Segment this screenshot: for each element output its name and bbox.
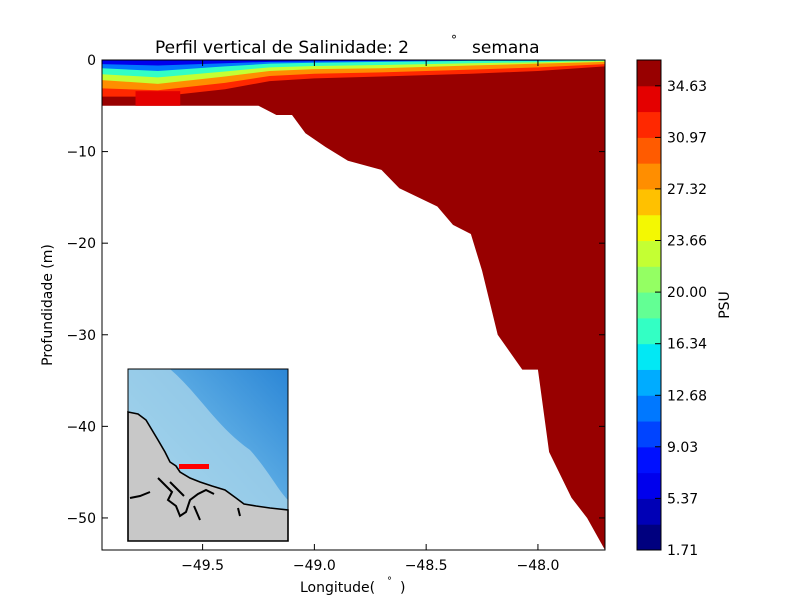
colorbar-frame <box>636 59 662 551</box>
colorbar-level <box>637 137 661 164</box>
colorbar-level <box>637 85 661 113</box>
y-tick-label: −50 <box>66 511 96 527</box>
colorbar-tick-label: 5.37 <box>667 491 698 507</box>
x-axis: −49.5 −49.0 −48.5 −48.0 <box>181 60 559 574</box>
colorbar-level <box>637 421 661 448</box>
y-tick-label: −40 <box>66 419 96 435</box>
x-axis-label-degree: ° <box>387 576 392 587</box>
x-tick-label: −49.5 <box>181 558 224 574</box>
colorbar <box>637 60 661 551</box>
x-tick-label: −48.0 <box>516 558 559 574</box>
salinity-field-saline-body <box>102 60 605 550</box>
title-degree: ° <box>451 33 457 47</box>
x-axis-label: Longitude( ° ) <box>300 576 405 596</box>
chart-title: Perfil vertical de Salinidade: 2 ° seman… <box>155 33 540 58</box>
colorbar-level <box>637 472 661 499</box>
colorbar-level <box>637 60 661 87</box>
y-axis: 0 −10 −20 −30 −40 −50 <box>66 53 605 527</box>
inset-location-map <box>127 368 289 542</box>
colorbar-level <box>637 163 661 190</box>
colorbar-tick-label: 27.32 <box>667 182 707 198</box>
colorbar-level <box>637 446 661 474</box>
saline-core-patch <box>135 91 181 106</box>
inset-rivers <box>129 477 241 521</box>
colorbar-level <box>637 369 661 396</box>
colorbar-level <box>637 524 661 551</box>
inset-section-marker <box>179 464 209 469</box>
y-tick-label: −20 <box>66 236 96 252</box>
colorbar-tick-label: 34.63 <box>667 79 707 95</box>
x-tick-label: −49.0 <box>293 558 336 574</box>
inset-land <box>127 411 289 542</box>
colorbar-level <box>637 111 661 138</box>
colorbar-tick-label: 9.03 <box>667 440 698 456</box>
plot-frame <box>101 59 606 551</box>
colorbar-level <box>637 343 661 370</box>
x-axis-label-main: Longitude( <box>300 580 375 596</box>
surface-band-fresh <box>102 60 605 66</box>
colorbar-axis: 1.71 5.37 9.03 12.68 16.34 20.00 23.66 27.32 30.… <box>655 79 707 559</box>
colorbar-tick-label: 16.34 <box>667 337 707 353</box>
colorbar-level <box>637 266 661 293</box>
colorbar-tick-label: 12.68 <box>667 388 707 404</box>
y-axis-label: Profundidade (m) <box>40 244 56 366</box>
colorbar-label: PSU <box>717 291 733 319</box>
y-tick-label: 0 <box>87 53 96 69</box>
colorbar-level <box>637 317 661 345</box>
colorbar-tick-label: 30.97 <box>667 130 707 146</box>
y-tick-label: −10 <box>66 145 96 161</box>
inset-frame <box>127 368 289 542</box>
colorbar-tick-label: 1.71 <box>667 543 698 559</box>
colorbar-level <box>637 214 661 242</box>
x-axis-label-close: ) <box>400 580 405 596</box>
title-main: Perfil vertical de Salinidade: 2 <box>155 38 409 58</box>
colorbar-tick-label: 23.66 <box>667 233 707 249</box>
colorbar-level <box>637 395 661 422</box>
x-tick-label: −48.5 <box>405 558 448 574</box>
colorbar-level <box>637 188 661 216</box>
colorbar-level <box>637 240 661 267</box>
title-tail: semana <box>472 38 540 58</box>
plot-area <box>102 60 605 550</box>
colorbar-tick-label: 20.00 <box>667 285 707 301</box>
colorbar-level <box>637 498 661 525</box>
y-tick-label: −30 <box>66 328 96 344</box>
colorbar-level <box>637 292 661 319</box>
